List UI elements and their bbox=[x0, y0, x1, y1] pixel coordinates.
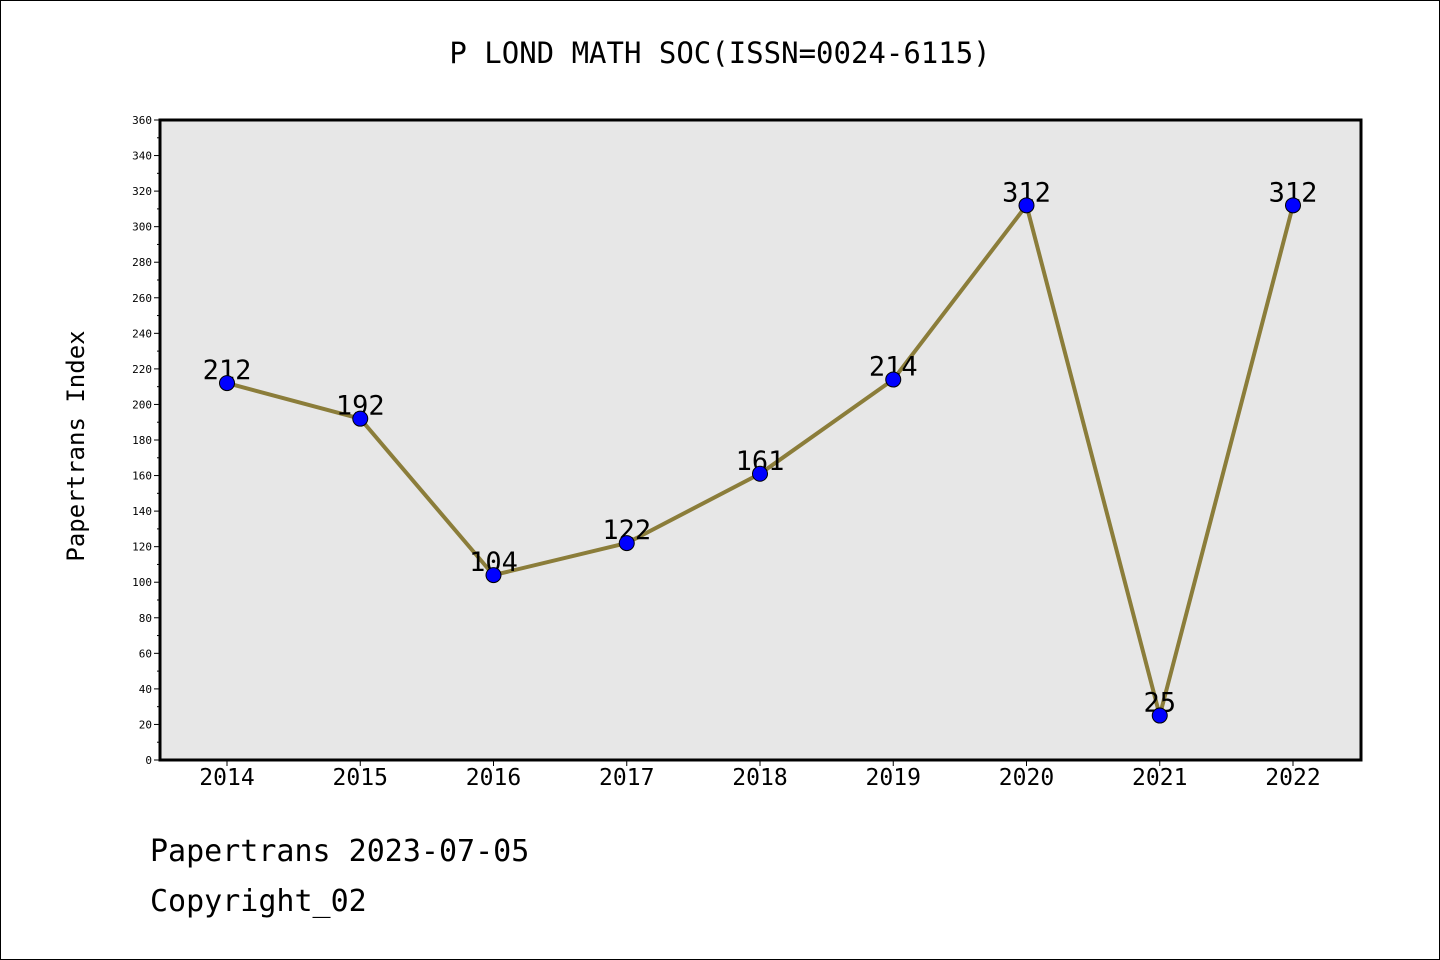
x-tick-label: 2022 bbox=[1265, 765, 1320, 791]
data-point bbox=[885, 371, 902, 388]
y-tick-label: 340 bbox=[132, 150, 152, 163]
data-point bbox=[352, 410, 369, 427]
x-tick-label: 2017 bbox=[599, 765, 654, 791]
x-tick-label: 2018 bbox=[732, 765, 787, 791]
data-point bbox=[1285, 197, 1301, 214]
y-tick-label: 200 bbox=[132, 398, 152, 411]
y-tick-label: 220 bbox=[132, 363, 152, 376]
x-tick-label: 2016 bbox=[466, 765, 521, 791]
data-point bbox=[1151, 707, 1168, 724]
x-tick-label: 2015 bbox=[333, 765, 388, 791]
y-tick-label: 320 bbox=[132, 185, 152, 198]
data-markers bbox=[219, 197, 1301, 724]
y-tick-label: 60 bbox=[139, 647, 152, 660]
plot-border bbox=[158, 118, 1363, 762]
y-tick-label: 20 bbox=[139, 718, 152, 731]
footer-copyright: Copyright_02 bbox=[150, 884, 367, 919]
y-tick-label: 300 bbox=[132, 221, 152, 234]
y-tick-label: 100 bbox=[132, 576, 152, 589]
y-tick-label: 180 bbox=[132, 434, 152, 447]
y-tick-label: 240 bbox=[132, 327, 152, 340]
x-axis: 2014 2015 2016 2017 2018 2019 2020 2021 2022 bbox=[199, 760, 1321, 791]
x-tick-label: 2020 bbox=[999, 765, 1054, 791]
data-point bbox=[219, 375, 235, 392]
y-tick-label: 360 bbox=[132, 114, 152, 127]
x-tick-label: 2014 bbox=[199, 765, 254, 791]
chart-title: P LOND MATH SOC(ISSN=0024-6115) bbox=[449, 36, 991, 70]
y-tick-label: 260 bbox=[132, 292, 152, 305]
data-point bbox=[618, 535, 635, 552]
y-tick-label: 80 bbox=[139, 612, 152, 625]
y-axis: 0 20 40 60 80 100 120 140 160 180 200 220 240 260 280 3… bbox=[132, 114, 160, 767]
footer-source-date: Papertrans 2023-07-05 bbox=[150, 834, 530, 869]
y-tick-label: 0 bbox=[145, 754, 152, 767]
data-point bbox=[485, 567, 502, 584]
y-tick-label: 280 bbox=[132, 256, 152, 269]
x-tick-label: 2021 bbox=[1132, 765, 1187, 791]
y-tick-label: 40 bbox=[139, 683, 152, 696]
y-tick-label: 160 bbox=[132, 470, 152, 483]
data-point bbox=[1018, 197, 1035, 214]
data-point bbox=[752, 465, 768, 482]
plot-area bbox=[160, 120, 1361, 760]
x-tick-label: 2019 bbox=[866, 765, 921, 791]
y-tick-label: 120 bbox=[132, 541, 152, 554]
y-axis-label: Papertrans Index bbox=[62, 330, 90, 561]
y-tick-label: 140 bbox=[132, 505, 152, 518]
